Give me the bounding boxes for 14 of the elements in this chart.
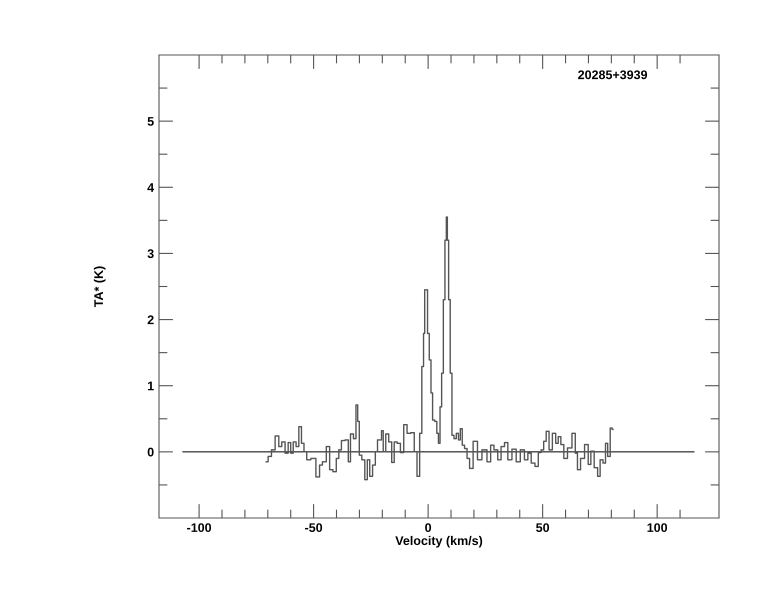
x-tick-label: -50 (305, 523, 322, 532)
annotation: 20285+3939 (578, 70, 648, 80)
y-tick-label: 5 (148, 117, 154, 126)
x-axis-title: Velocity (km/s) (395, 536, 482, 548)
y-tick-label: 2 (148, 315, 154, 324)
x-tick-label: 0 (425, 523, 432, 532)
y-tick-label: 1 (148, 382, 154, 390)
y-tick-label: 4 (147, 183, 154, 192)
x-tick-label: 50 (536, 523, 550, 532)
y-tick-label: 0 (148, 448, 154, 457)
x-tick-label: -100 (187, 523, 212, 532)
y-tick-label: 3 (147, 249, 154, 258)
x-tick-label: 100 (648, 523, 668, 532)
y-axis-title: TA* (K) (94, 266, 106, 308)
